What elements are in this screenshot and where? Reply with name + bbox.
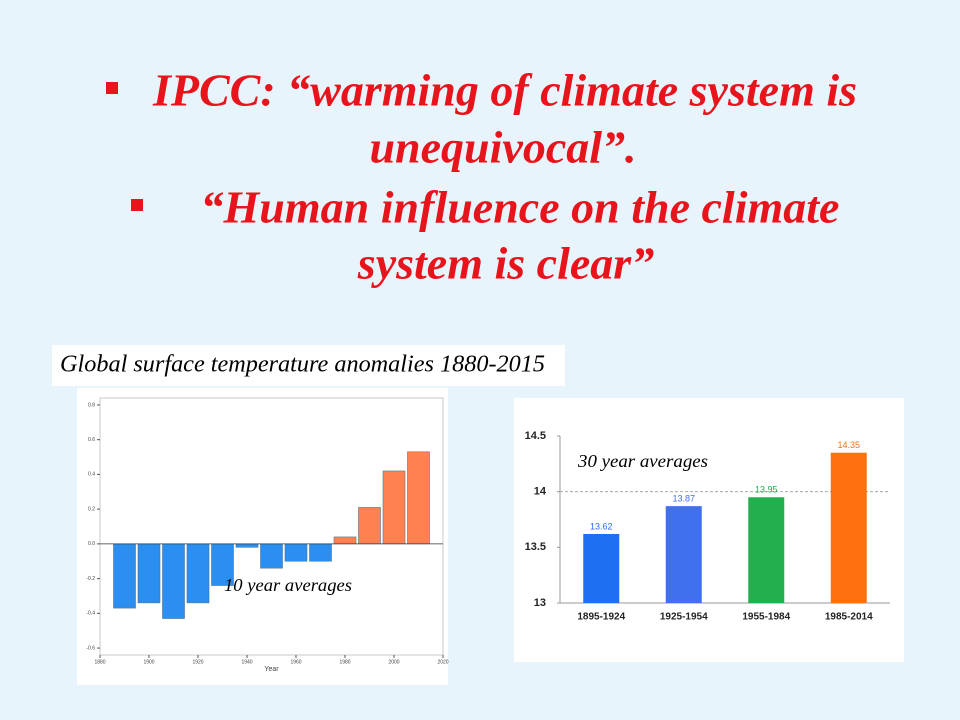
bar: [113, 543, 136, 609]
bar: [162, 543, 185, 619]
bullet-line: “Human influence on the climate: [201, 182, 840, 233]
value-label: 14.35: [837, 440, 860, 450]
bar: [333, 536, 357, 545]
x-tick-label: 2020: [437, 659, 448, 665]
x-tick-label: 1880: [94, 659, 105, 665]
annotation: 10 year averages: [224, 575, 352, 595]
y-tick-label: 0.6: [88, 437, 95, 443]
x-tick-label: 1985-2014: [825, 612, 873, 623]
bar: [358, 507, 381, 545]
y-tick-label: 0.2: [88, 506, 95, 512]
bullet-marker: [131, 199, 143, 211]
x-tick-label: 1940: [241, 659, 252, 665]
annotation: 30 year averages: [577, 451, 708, 471]
bar: [260, 543, 283, 569]
y-tick-label: -0.6: [86, 645, 95, 651]
x-tick-label: 1895-1924: [577, 612, 625, 623]
bar: [137, 543, 161, 604]
bar: [665, 506, 702, 603]
y-tick-label: 0.4: [88, 472, 95, 478]
x-tick-label: 1980: [339, 659, 350, 665]
plot-frame: [99, 397, 444, 656]
x-tick-label: 2000: [388, 659, 399, 665]
x-tick-label: 1960: [290, 659, 301, 665]
bar: [830, 452, 867, 603]
bullet-line: system is clear”: [357, 238, 654, 289]
x-tick-label: 1925-1954: [660, 612, 708, 623]
value-label: 13.95: [755, 485, 778, 495]
value-label: 13.62: [590, 521, 613, 531]
x-tick-label: 1900: [143, 659, 154, 665]
x-tick-label: 1955-1984: [742, 612, 790, 623]
x-axis-label: Year: [264, 666, 279, 673]
y-tick-label: 0.8: [88, 402, 95, 408]
title-box: [52, 345, 565, 386]
bar: [583, 533, 620, 603]
y-tick-label: 0.0: [88, 541, 95, 547]
bullet-line: IPCC: “warming of climate system is: [152, 65, 857, 116]
bar: [309, 543, 332, 562]
chart-title: Global surface temperature anomalies 188…: [60, 352, 545, 378]
bar: [284, 543, 308, 562]
y-tick-label: -0.4: [86, 611, 95, 617]
x-tick-label: 1920: [192, 659, 203, 665]
bar: [186, 543, 210, 604]
y-tick-label: 13.5: [525, 541, 546, 553]
bar: [748, 497, 785, 603]
y-tick-label: 14.5: [525, 430, 546, 442]
y-tick-label: -0.2: [86, 576, 95, 582]
bullet-line: unequivocal”.: [369, 122, 636, 173]
bar: [235, 543, 259, 548]
bar: [407, 451, 430, 545]
bullet-marker: [106, 82, 118, 94]
bar: [382, 470, 406, 545]
value-label: 13.87: [672, 494, 695, 504]
y-tick-label: 14: [534, 486, 547, 498]
y-tick-label: 13: [534, 597, 546, 609]
